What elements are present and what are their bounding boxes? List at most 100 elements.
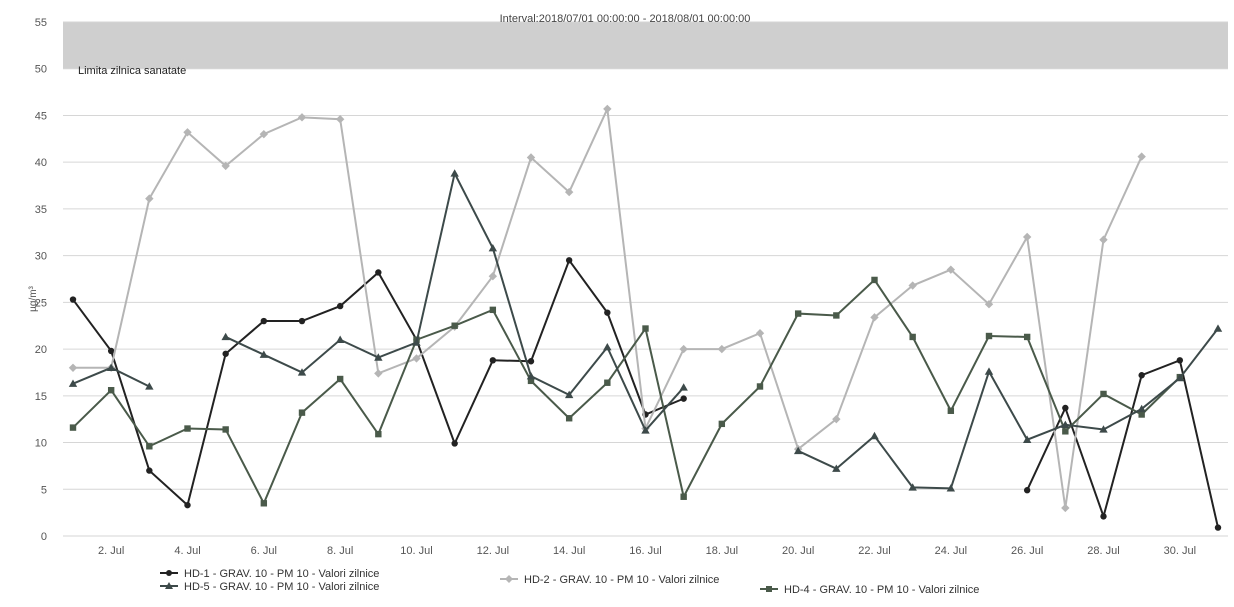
- data-point: [908, 483, 917, 491]
- y-tick-label: 40: [35, 157, 47, 169]
- data-point: [1099, 425, 1108, 433]
- data-point: [375, 269, 382, 276]
- data-point: [527, 358, 535, 365]
- data-point: [184, 425, 191, 432]
- data-point: [374, 369, 383, 378]
- data-point: [642, 325, 649, 332]
- data-point: [488, 243, 498, 252]
- data-point: [145, 194, 154, 203]
- legend-label: HD-1 - GRAV. 10 - PM 10 - Valori zilnice: [184, 568, 379, 580]
- data-point: [870, 313, 879, 322]
- data-point: [489, 306, 497, 314]
- y-tick-label: 55: [35, 17, 47, 29]
- data-point: [603, 104, 612, 114]
- data-point: [69, 296, 77, 303]
- health-limit-band-rect: [63, 22, 1228, 69]
- data-point: [755, 329, 765, 338]
- legend-label: HD-2 - GRAV. 10 - PM 10 - Valori zilnice: [524, 574, 719, 586]
- data-point: [832, 414, 841, 424]
- data-point: [374, 353, 383, 361]
- data-point: [184, 501, 191, 509]
- data-point: [68, 379, 78, 387]
- series-group: [68, 104, 1223, 531]
- legend-marker: [505, 575, 513, 583]
- data-point: [604, 379, 611, 386]
- y-tick-label: 10: [35, 438, 47, 450]
- data-point: [526, 371, 536, 380]
- x-tick-label: 10. Jul: [400, 545, 432, 557]
- y-axis: 0 5 10 15 20 25 30 35 40 45 50 55: [35, 17, 47, 543]
- data-point: [1023, 487, 1031, 494]
- data-point: [106, 363, 116, 371]
- legend-item: HD-5 - GRAV. 10 - PM 10 - Valori zilnice: [160, 581, 379, 593]
- y-tick-label: 20: [35, 344, 47, 356]
- legend-label: HD-4 - GRAV. 10 - PM 10 - Valori zilnice: [784, 584, 979, 596]
- data-point: [68, 363, 78, 372]
- data-point: [1022, 232, 1032, 242]
- data-point: [412, 354, 421, 363]
- data-point: [183, 128, 192, 137]
- data-point: [1175, 373, 1185, 382]
- y-tick-label: 25: [35, 297, 47, 309]
- data-point: [1023, 333, 1031, 341]
- data-point: [908, 281, 917, 290]
- health-limit-band: [63, 22, 1228, 69]
- data-point: [1062, 428, 1069, 435]
- data-point: [335, 114, 345, 124]
- data-point: [222, 350, 229, 357]
- data-point: [1100, 390, 1107, 398]
- data-point: [603, 343, 612, 351]
- data-point: [260, 317, 268, 325]
- series-line: [72, 278, 1181, 506]
- x-tick-label: 14. Jul: [553, 545, 585, 557]
- data-point: [871, 276, 878, 284]
- data-point: [488, 271, 498, 281]
- data-point: [451, 440, 458, 447]
- data-point: [564, 187, 574, 197]
- x-tick-label: 6. Jul: [251, 545, 277, 557]
- data-point: [1062, 404, 1069, 412]
- data-point: [260, 500, 268, 507]
- data-point: [794, 310, 802, 317]
- data-point: [1138, 372, 1145, 379]
- data-point: [107, 387, 115, 394]
- data-point: [946, 484, 956, 492]
- data-point: [259, 129, 269, 139]
- data-point: [450, 169, 459, 177]
- data-point: [718, 420, 726, 428]
- x-tick-label: 2. Jul: [98, 545, 124, 557]
- data-point: [527, 377, 535, 385]
- data-point: [1100, 513, 1107, 520]
- x-axis: 2. Jul 4. Jul 6. Jul 8. Jul 10. Jul 12. Jul 14…: [98, 545, 1196, 557]
- data-point: [756, 383, 764, 390]
- series-3: [69, 276, 1184, 507]
- data-point: [564, 390, 574, 399]
- x-tick-label: 12. Jul: [477, 545, 509, 557]
- data-point: [680, 395, 687, 402]
- series-line: [73, 105, 1143, 509]
- gridlines: [63, 21, 1228, 537]
- data-point: [107, 347, 115, 355]
- data-point: [946, 265, 956, 274]
- legend-marker: [766, 586, 772, 592]
- data-point: [259, 350, 269, 358]
- data-point: [336, 302, 344, 310]
- legend-item: HD-2 - GRAV. 10 - PM 10 - Valori zilnice: [500, 574, 719, 586]
- data-point: [1213, 324, 1223, 332]
- data-point: [870, 431, 879, 440]
- series-line: [797, 327, 1219, 490]
- series-4: [68, 169, 1223, 492]
- data-point: [489, 357, 497, 364]
- data-point: [1137, 404, 1146, 413]
- data-point: [221, 332, 230, 341]
- data-point: [1099, 235, 1108, 244]
- x-tick-label: 24. Jul: [935, 545, 967, 557]
- data-point: [146, 443, 153, 450]
- x-tick-label: 18. Jul: [706, 545, 738, 557]
- data-point: [793, 446, 803, 455]
- data-point: [146, 467, 153, 474]
- x-tick-label: 8. Jul: [327, 545, 353, 557]
- y-tick-label: 15: [35, 391, 47, 403]
